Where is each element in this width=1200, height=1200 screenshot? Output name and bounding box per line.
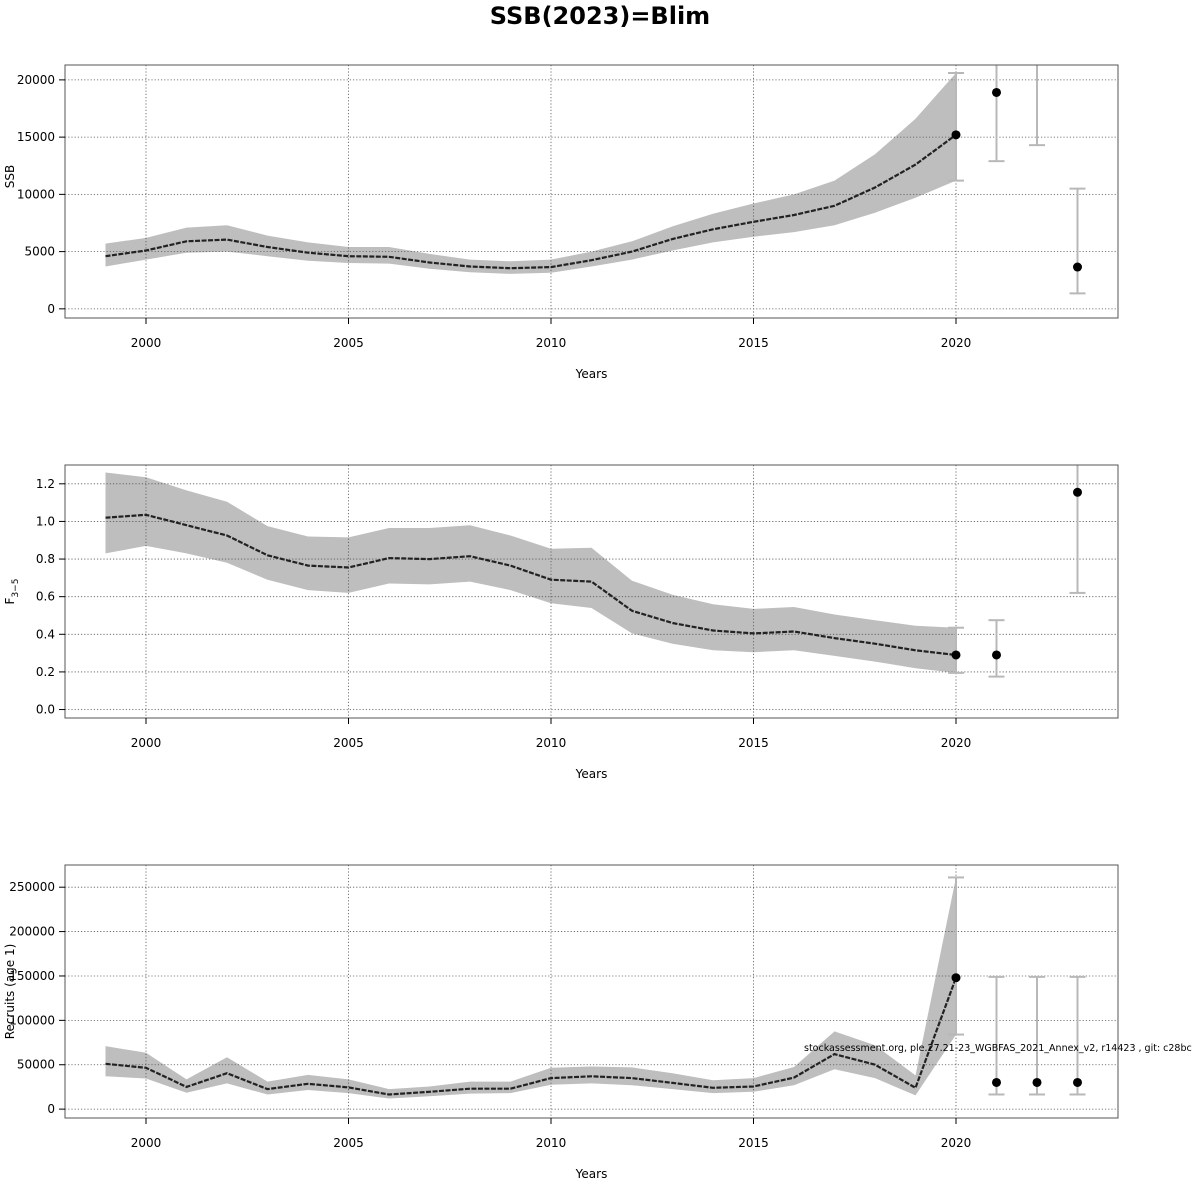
ssb-forecast-point (992, 87, 1001, 97)
ssb-ytick-label: 20000 (17, 73, 55, 87)
ssb-estimate-line (105, 133, 957, 270)
ssb-forecast-point (951, 130, 961, 140)
recruits-yaxis-title: Recruits (age 1) (3, 944, 17, 1040)
recruits-ytick-label: 200000 (9, 925, 55, 939)
f35-yaxis-subscript: 3−5 (11, 579, 21, 598)
recruits-xtick-label: 2015 (738, 1136, 769, 1150)
recruits-xtick-label: 2020 (941, 1136, 972, 1150)
recruits-ytick-label: 250000 (9, 880, 55, 894)
recruits-forecast-point (992, 1077, 1001, 1087)
ssb-ytick-label: 15000 (17, 130, 55, 144)
ssb-yaxis-title: SSB (3, 165, 17, 188)
ssb-forecast-point (1073, 262, 1082, 272)
ssb-plot-frame (64, 64, 1119, 319)
panel-recruits: 0 50000 100000 150000 200000 250000 2000 2005 20… (3, 864, 1119, 1181)
f35-ytick-label: 0.4 (36, 627, 55, 641)
ssb-xaxis-title: Years (575, 367, 608, 381)
recruits-estimate-line (105, 977, 958, 1096)
f35-ytick-label: 0.6 (36, 590, 55, 604)
f35-ytick-label: 0.0 (36, 703, 55, 717)
ssb-xtick-label: 2000 (131, 336, 162, 350)
recruits-xtick-label: 2010 (536, 1136, 567, 1150)
recruits-confidence-band (105, 877, 956, 1099)
ssb-xtick-label: 2005 (333, 336, 364, 350)
chart-title: SSB(2023)=Blim (490, 2, 710, 30)
ssb-xtick-label: 2020 (941, 336, 972, 350)
ssb-xtick-label: 2010 (536, 336, 567, 350)
recruits-ytick-label: 50000 (17, 1058, 55, 1072)
ssb-xtick-label: 2015 (738, 336, 769, 350)
f35-xtick-label: 2000 (131, 736, 162, 750)
recruits-xtick-label: 2005 (333, 1136, 364, 1150)
f35-forecast-point (992, 650, 1001, 660)
recruits-xtick-label: 2000 (131, 1136, 162, 1150)
recruits-plot-frame (64, 864, 1119, 1119)
f35-forecast-point (1073, 487, 1082, 497)
ssb-ytick-label: 0 (47, 302, 55, 316)
f35-yaxis-title: F3−5 (3, 579, 21, 605)
f35-xtick-label: 2005 (333, 736, 364, 750)
recruits-ytick-label: 150000 (9, 969, 55, 983)
footnote: stockassessment.org, ple.27.21-23_WGBFAS… (804, 1043, 1192, 1054)
f35-ytick-label: 0.2 (36, 665, 55, 679)
recruits-ytick-label: 0 (47, 1102, 55, 1116)
ssb-ytick-label: 10000 (17, 187, 55, 201)
recruits-forecast-point (951, 973, 961, 983)
f35-ytick-label: 1.0 (36, 514, 55, 528)
ssb-confidence-band (105, 73, 956, 274)
f35-forecast-point (951, 650, 961, 660)
recruits-forecast-point (1073, 1077, 1082, 1087)
f35-ytick-label: 1.2 (36, 477, 55, 491)
f35-xaxis-title: Years (575, 767, 608, 781)
recruits-xaxis-title: Years (575, 1167, 608, 1181)
ssb-ytick-label: 5000 (24, 245, 55, 259)
f35-xtick-label: 2020 (941, 736, 972, 750)
panel-ssb: 0 5000 10000 15000 20000 2000 2005 2010 2015 2020… (3, 64, 1119, 381)
recruits-ytick-label: 100000 (9, 1013, 55, 1027)
f35-xtick-label: 2010 (536, 736, 567, 750)
f35-xtick-label: 2015 (738, 736, 769, 750)
f35-estimate-line (105, 513, 957, 657)
recruits-forecast-point (1032, 1077, 1042, 1087)
f35-plot-frame (64, 464, 1119, 719)
panel-f35: 0.0 0.2 0.4 0.6 0.8 1.0 1.2 2000 2005 2010 2015 202… (3, 464, 1119, 781)
f35-ytick-label: 0.8 (36, 552, 55, 566)
